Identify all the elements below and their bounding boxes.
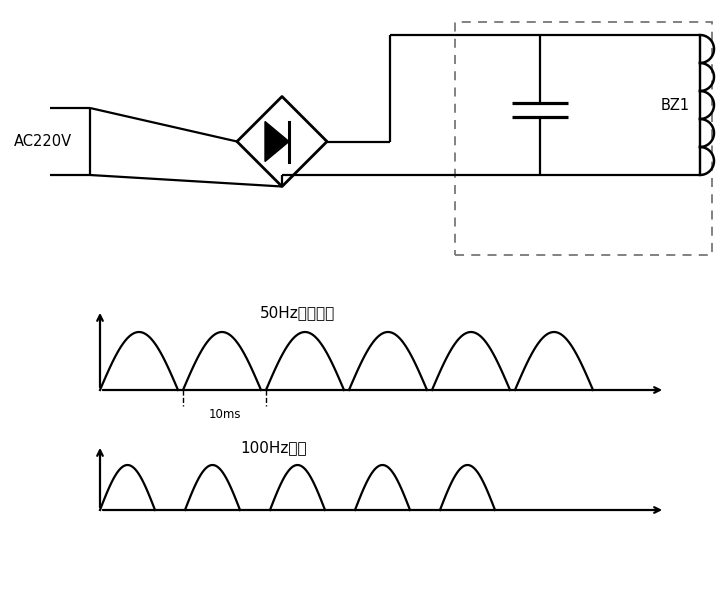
Text: 50Hz整流波形: 50Hz整流波形 [260,305,335,320]
Text: 10ms: 10ms [208,408,241,421]
Polygon shape [265,122,289,162]
Text: 100Hz脉动: 100Hz脉动 [240,440,306,455]
Text: BZ1: BZ1 [661,97,690,112]
Text: AC220V: AC220V [14,134,72,149]
Bar [455,22,712,255]
